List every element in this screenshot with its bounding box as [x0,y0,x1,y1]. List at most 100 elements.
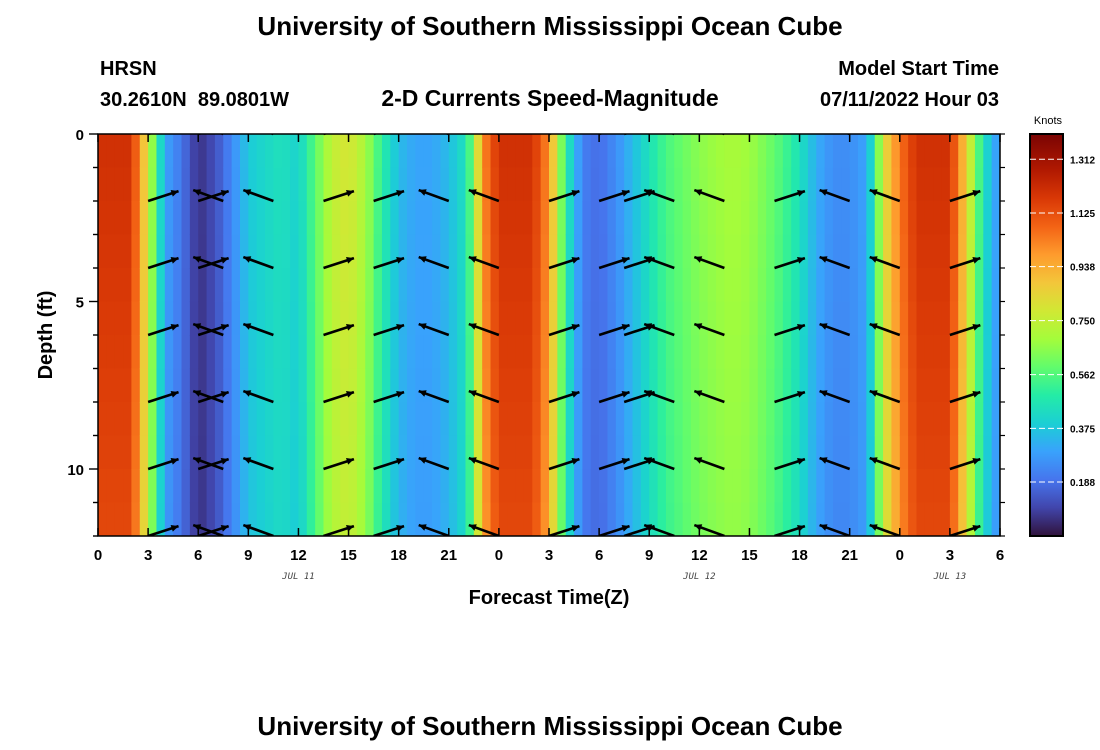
heatmap-cell [239,301,249,336]
heatmap-cell [181,502,191,536]
heatmap-cell [749,134,759,169]
heatmap-cell [432,469,442,504]
heatmap-cell [457,268,467,303]
heatmap-cell [248,502,258,536]
date-label: JUL 13 [933,572,967,582]
heatmap-cell [941,435,951,470]
current-arrow [549,134,554,136]
current-arrow [219,134,224,136]
heatmap-cell [565,435,575,470]
heatmap-cell [148,201,158,236]
heatmap-cell [974,402,984,437]
heatmap-cell [415,201,425,236]
heatmap-cell [423,335,433,370]
heatmap-cell [891,368,901,403]
heatmap-cell [239,435,249,470]
heatmap-cell [774,435,784,470]
y-tick-label: 5 [76,295,84,312]
heatmap-cell [281,435,291,470]
heatmap-cell [173,335,183,370]
heatmap-cell [782,368,792,403]
heatmap-cell [156,234,166,269]
heatmap-cell [908,301,918,336]
heatmap-cell [440,234,450,269]
heatmap-cell [858,435,867,470]
heatmap-cell [189,201,199,236]
heatmap-cell [557,134,567,169]
heatmap-cell [774,134,784,169]
heatmap-cell [139,502,149,536]
heatmap-cell [741,402,751,437]
heatmap-cell [690,402,700,437]
heatmap-cell [749,502,759,536]
heatmap-cell [858,301,867,336]
heatmap-cell [323,335,333,370]
heatmap-cell [590,502,600,536]
heatmap-cell [482,134,492,169]
heatmap-cell [766,368,776,403]
current-arrow [147,524,179,536]
heatmap-cell [331,402,341,437]
heatmap-cell [665,469,675,504]
heatmap-cell [682,469,692,504]
heatmap-cell [674,469,684,504]
heatmap-cell [532,268,542,303]
heatmap-cell [490,268,500,303]
heatmap-cell [156,201,166,236]
heatmap-cell [131,335,141,370]
heatmap-cell [590,335,600,370]
heatmap-cell [390,234,400,269]
heatmap-cell [248,368,258,403]
heatmap-cell [407,234,416,269]
heatmap-cell [239,167,249,202]
heatmap-cell [574,335,584,370]
heatmap-cell [507,469,517,504]
heatmap-cell [540,469,550,504]
heatmap-cell [189,301,199,336]
heatmap-cell [582,502,592,536]
heatmap-cell [381,435,391,470]
heatmap-cell [457,435,467,470]
heatmap-cell [306,301,316,336]
colorbar-tick-label: 1.312 [1070,155,1095,166]
heatmap-cell [515,201,525,236]
current-arrow [693,389,725,404]
current-arrow [147,189,179,203]
current-arrow [98,400,99,402]
heatmap-cell [256,402,266,437]
heatmap-cell [323,234,333,269]
heatmap-cell [816,167,826,202]
x-tick-label: 3 [946,547,954,564]
heatmap-cell [624,234,634,269]
heatmap-cell [757,134,767,169]
heatmap-cell [749,234,759,269]
heatmap-cell [824,268,834,303]
heatmap-cell [824,368,834,403]
heatmap-cell [958,301,968,336]
heatmap-cell [574,435,584,470]
heatmap-cell [774,167,784,202]
heatmap-cell [256,234,266,269]
x-tick-label: 15 [741,547,758,564]
heatmap-cell [465,301,475,336]
heatmap-cell [699,134,709,169]
heatmap-cell [716,301,725,336]
heatmap-cell [991,469,1000,504]
heatmap-cell [916,469,926,504]
heatmap-cell [933,167,943,202]
heatmap-cell [432,268,442,303]
heatmap-cell [298,134,308,169]
heatmap-cell [883,301,893,336]
heatmap-cell [832,335,842,370]
heatmap-cell [699,167,709,202]
heatmap-cell [916,134,926,169]
current-arrow [373,256,405,270]
heatmap-cell [757,234,767,269]
heatmap-cell [465,268,475,303]
heatmap-cell [590,435,600,470]
heatmap-cell [106,268,116,303]
heatmap-cell [699,301,709,336]
heatmap-cell [490,167,500,202]
heatmap-cell [214,167,224,202]
heatmap-cell [290,502,300,536]
